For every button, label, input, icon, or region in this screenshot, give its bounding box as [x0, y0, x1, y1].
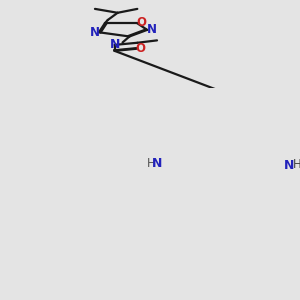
Text: O: O — [136, 16, 147, 29]
Text: N: N — [284, 159, 295, 172]
Text: N: N — [152, 157, 162, 169]
Text: N: N — [147, 23, 157, 36]
Text: O: O — [136, 42, 146, 55]
Text: N: N — [89, 26, 99, 38]
Text: H: H — [147, 157, 156, 169]
Text: N: N — [110, 38, 120, 51]
Text: H: H — [293, 158, 300, 171]
